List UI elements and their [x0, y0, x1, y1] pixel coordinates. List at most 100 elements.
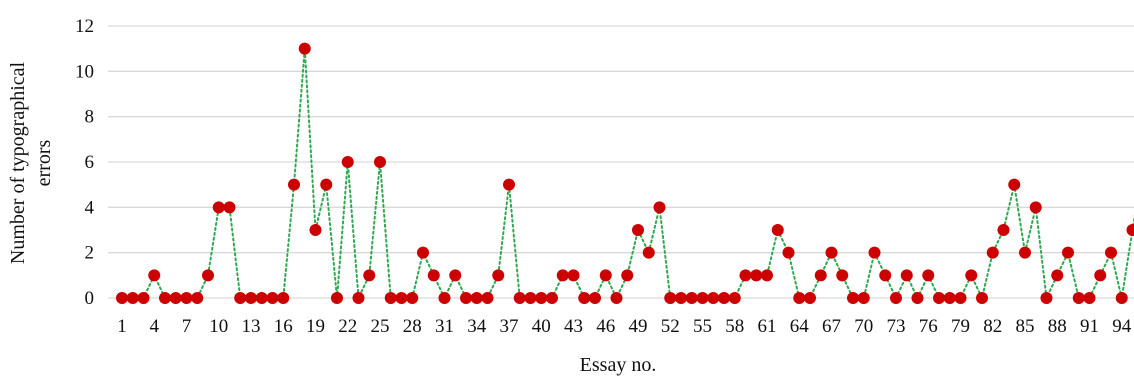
x-axis-title: Essay no. — [580, 354, 657, 376]
data-point — [857, 292, 870, 304]
x-tick-label: 37 — [500, 316, 519, 337]
x-tick-label: 4 — [150, 316, 160, 337]
data-point — [653, 201, 666, 214]
data-point — [610, 292, 623, 304]
data-point — [255, 292, 268, 304]
data-point — [503, 178, 515, 191]
data-point — [1040, 292, 1053, 304]
x-tick-label: 46 — [596, 316, 615, 337]
y-tick-label: 10 — [75, 61, 94, 82]
data-point — [879, 269, 892, 282]
x-tick-label: 10 — [209, 316, 228, 337]
data-point — [245, 292, 257, 304]
data-point — [470, 292, 483, 304]
data-point — [911, 292, 924, 304]
data-point — [524, 292, 537, 304]
data-point — [277, 292, 290, 304]
data-point — [513, 292, 526, 304]
y-axis-title-line-2: errors — [33, 139, 55, 186]
data-point — [707, 292, 720, 304]
data-point — [126, 292, 139, 304]
x-tick-label: 34 — [467, 316, 487, 337]
data-point — [771, 224, 784, 236]
data-point — [417, 246, 429, 259]
x-tick-label: 43 — [564, 316, 583, 337]
x-tick-label: 40 — [532, 316, 551, 337]
x-tick-label: 58 — [725, 316, 744, 337]
data-point — [159, 292, 171, 304]
data-point — [675, 292, 687, 304]
data-point — [997, 224, 1010, 236]
data-point — [718, 292, 730, 304]
x-tick-label: 70 — [854, 316, 873, 337]
data-point — [825, 246, 838, 259]
y-tick-labels: 0 2 4 6 8 10 12 — [75, 16, 95, 309]
data-point — [438, 292, 451, 304]
x-tick-label: 94 — [1112, 316, 1132, 337]
data-point — [567, 269, 580, 282]
data-point — [1094, 269, 1107, 282]
data-point — [986, 246, 999, 259]
y-tick-label: 4 — [85, 197, 95, 218]
data-point — [933, 292, 945, 304]
data-point — [943, 292, 956, 304]
data-point — [309, 224, 322, 236]
x-tick-label: 31 — [435, 316, 454, 337]
grid-layer — [108, 25, 1134, 299]
x-tick-label: 82 — [983, 316, 1002, 337]
data-point — [1072, 292, 1085, 304]
data-point — [1105, 246, 1117, 259]
data-point — [212, 201, 225, 214]
data-point — [180, 292, 193, 304]
data-point — [320, 178, 333, 191]
data-point — [642, 246, 655, 259]
data-point — [374, 156, 386, 168]
series-points — [116, 42, 1134, 304]
x-tick-label: 88 — [1048, 316, 1067, 337]
x-tick-label: 61 — [758, 316, 777, 337]
x-tick-label: 49 — [629, 316, 648, 337]
data-point — [546, 292, 558, 304]
data-point — [169, 292, 182, 304]
data-point — [363, 269, 376, 282]
data-point — [578, 292, 591, 304]
x-tick-label: 76 — [919, 316, 938, 337]
x-tick-label: 91 — [1080, 316, 1099, 337]
data-point — [492, 269, 505, 282]
data-point — [1115, 292, 1128, 304]
data-point — [148, 269, 161, 282]
data-point — [750, 269, 763, 282]
x-tick-label: 73 — [887, 316, 906, 337]
data-point — [847, 292, 859, 304]
data-point — [814, 269, 827, 282]
data-point — [1008, 178, 1021, 191]
data-point — [406, 292, 419, 304]
data-point — [922, 269, 935, 282]
data-point — [1126, 224, 1134, 236]
x-tick-label: 52 — [661, 316, 680, 337]
x-tick-labels: 1 4 7 10 13 16 19 22 25 28 31 34 37 40 43 46 49 52 55 58 61 6… — [117, 316, 1132, 337]
data-point — [449, 269, 462, 282]
y-tick-label: 6 — [85, 152, 95, 173]
data-point — [900, 269, 913, 282]
data-point — [460, 292, 472, 304]
x-tick-label: 25 — [371, 316, 390, 337]
data-point — [1019, 246, 1031, 259]
data-point — [739, 269, 752, 282]
data-point — [685, 292, 698, 304]
data-point — [116, 292, 128, 304]
data-point — [202, 269, 214, 282]
data-point — [965, 269, 978, 282]
data-point — [954, 292, 967, 304]
data-point — [395, 292, 408, 304]
x-tick-label: 22 — [338, 316, 357, 337]
data-point — [298, 42, 311, 55]
data-point — [234, 292, 247, 304]
x-tick-label: 85 — [1016, 316, 1035, 337]
data-point — [223, 201, 236, 214]
data-point — [352, 292, 365, 304]
data-point — [266, 292, 279, 304]
x-tick-label: 13 — [242, 316, 261, 337]
